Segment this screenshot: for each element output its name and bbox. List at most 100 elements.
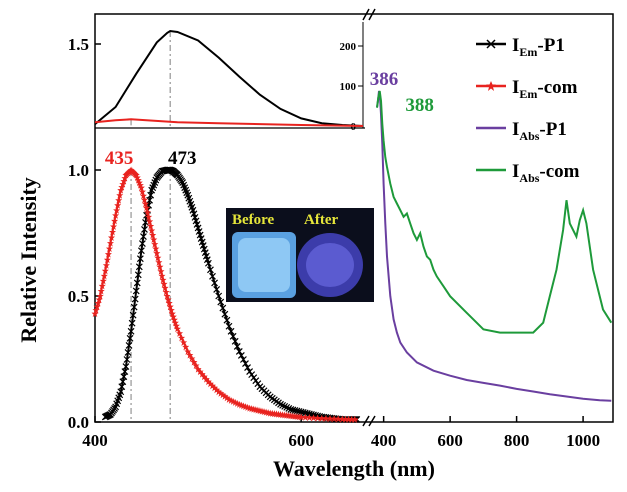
data-point bbox=[141, 226, 148, 233]
data-point bbox=[162, 288, 170, 296]
data-point bbox=[330, 415, 338, 423]
data-point bbox=[166, 303, 174, 311]
legend-label: IEm-P1 bbox=[512, 35, 565, 59]
data-point bbox=[291, 406, 299, 414]
data-point bbox=[204, 259, 212, 267]
data-point bbox=[118, 383, 126, 391]
data-point bbox=[147, 222, 155, 230]
series-line bbox=[376, 90, 612, 402]
data-point bbox=[301, 409, 309, 417]
data-point bbox=[100, 272, 108, 280]
data-point bbox=[351, 415, 359, 423]
data-point bbox=[117, 186, 125, 194]
data-point bbox=[250, 374, 258, 382]
peak-annotation: 435 bbox=[105, 148, 134, 169]
data-point bbox=[211, 279, 218, 287]
legend-label: IAbs-com bbox=[512, 161, 580, 185]
axis-break-top bbox=[362, 8, 376, 21]
data-point bbox=[180, 338, 188, 346]
legend: IEm-P1 IEm-com IAbs-P1 IAbs-com bbox=[476, 35, 580, 185]
data-point bbox=[147, 191, 155, 199]
data-point bbox=[246, 368, 254, 376]
data-point bbox=[129, 311, 137, 319]
data-point bbox=[242, 360, 249, 367]
data-point bbox=[137, 247, 145, 255]
data-point bbox=[130, 303, 138, 311]
data-point bbox=[113, 206, 121, 214]
data-point bbox=[124, 349, 132, 356]
data-point bbox=[305, 410, 313, 418]
data-point bbox=[160, 280, 168, 288]
data-point bbox=[118, 183, 126, 191]
data-point bbox=[140, 233, 147, 240]
axis-break-bottom bbox=[362, 415, 376, 427]
data-point bbox=[326, 415, 334, 423]
data-point bbox=[134, 271, 142, 279]
data-point bbox=[207, 266, 214, 274]
data-point bbox=[173, 325, 181, 333]
data-point bbox=[227, 327, 235, 335]
data-point bbox=[334, 415, 342, 423]
data-point bbox=[164, 296, 172, 304]
legend-label: IEm-com bbox=[512, 77, 578, 101]
x-axis-title: Wavelength (nm) bbox=[273, 456, 435, 481]
data-point bbox=[138, 240, 146, 248]
data-point bbox=[132, 287, 140, 295]
data-point bbox=[93, 303, 101, 311]
data-point bbox=[112, 211, 120, 219]
data-point bbox=[310, 414, 318, 422]
x-tick-label: 1000 bbox=[566, 431, 600, 450]
data-point bbox=[143, 204, 151, 212]
data-point bbox=[213, 286, 221, 293]
data-point bbox=[252, 377, 260, 385]
y-tick-label: 1.0 bbox=[68, 161, 89, 180]
peak-annotation: 473 bbox=[168, 148, 197, 169]
data-point bbox=[97, 287, 105, 295]
data-point bbox=[96, 292, 104, 300]
data-point bbox=[217, 298, 225, 306]
data-point bbox=[158, 272, 166, 280]
data-point bbox=[240, 356, 247, 363]
data-point bbox=[126, 334, 134, 342]
photo-after-label: After bbox=[304, 212, 338, 228]
data-point bbox=[163, 292, 171, 300]
data-point bbox=[165, 299, 173, 307]
inset-y-tick-label: 1.5 bbox=[68, 35, 89, 54]
data-point bbox=[127, 327, 135, 335]
data-point bbox=[110, 222, 118, 230]
data-point bbox=[117, 388, 125, 396]
data-point bbox=[322, 414, 330, 422]
data-point bbox=[98, 282, 106, 290]
data-point bbox=[277, 400, 284, 408]
data-point bbox=[150, 236, 158, 244]
x-tick-label: 800 bbox=[504, 431, 530, 450]
data-point bbox=[119, 180, 127, 188]
data-point bbox=[318, 414, 326, 422]
data-point bbox=[157, 267, 165, 275]
data-point bbox=[151, 240, 159, 248]
data-point bbox=[182, 343, 190, 351]
inset-tick-label: 200 bbox=[340, 41, 357, 53]
data-point bbox=[149, 231, 157, 239]
data-point bbox=[301, 413, 309, 421]
data-point bbox=[101, 267, 109, 275]
x-tick-label: 400 bbox=[82, 431, 108, 450]
y-tick-label: 0.5 bbox=[68, 287, 89, 306]
data-point bbox=[229, 332, 237, 340]
x-tick-label: 600 bbox=[288, 431, 314, 450]
photo-inset: Before After bbox=[226, 208, 374, 302]
data-point bbox=[305, 413, 313, 421]
legend-marker bbox=[486, 39, 496, 49]
x-tick-label: 600 bbox=[437, 431, 463, 450]
data-point bbox=[176, 329, 184, 337]
x-tick-label: 400 bbox=[371, 431, 397, 450]
data-point bbox=[297, 413, 305, 421]
data-point bbox=[102, 261, 110, 269]
data-point bbox=[219, 304, 227, 312]
data-point bbox=[289, 406, 297, 414]
data-point bbox=[156, 263, 164, 271]
data-point bbox=[144, 208, 152, 216]
y-tick-label: 0.0 bbox=[68, 413, 89, 432]
data-point bbox=[111, 217, 119, 225]
